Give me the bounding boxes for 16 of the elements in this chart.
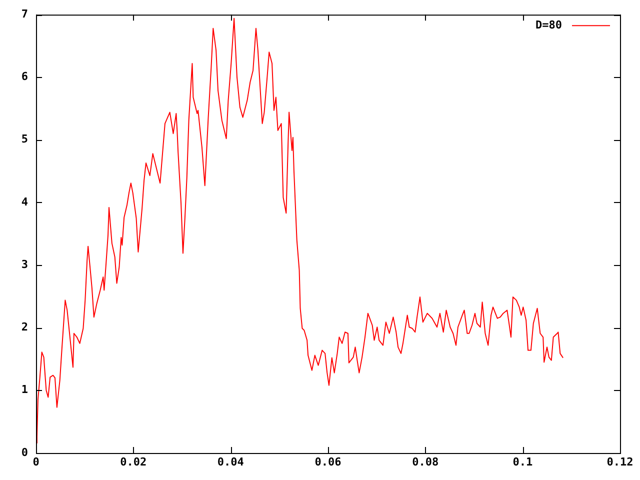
x-tick-label: 0.1	[512, 455, 533, 468]
y-tick-label: 0	[21, 446, 28, 459]
x-tick-label: 0.04	[217, 455, 244, 468]
y-tick-label: 6	[21, 70, 28, 84]
text: D=80	[536, 18, 562, 32]
y-tick-label: 2	[21, 320, 28, 334]
y-tick-label: 1	[21, 383, 28, 396]
x-tick-label: 0.02	[120, 455, 147, 468]
x-tick-label: 0.06	[314, 455, 342, 468]
x-tick-label: 0.12	[606, 455, 634, 468]
x-tick-label: 0	[32, 455, 40, 468]
y-tick-label: 5	[21, 132, 28, 146]
y-tick-label: 3	[21, 258, 28, 271]
y-tick-label: 4	[21, 195, 28, 208]
x-tick-label: 0.08	[412, 455, 439, 468]
y-tick-label: 7	[21, 7, 28, 20]
